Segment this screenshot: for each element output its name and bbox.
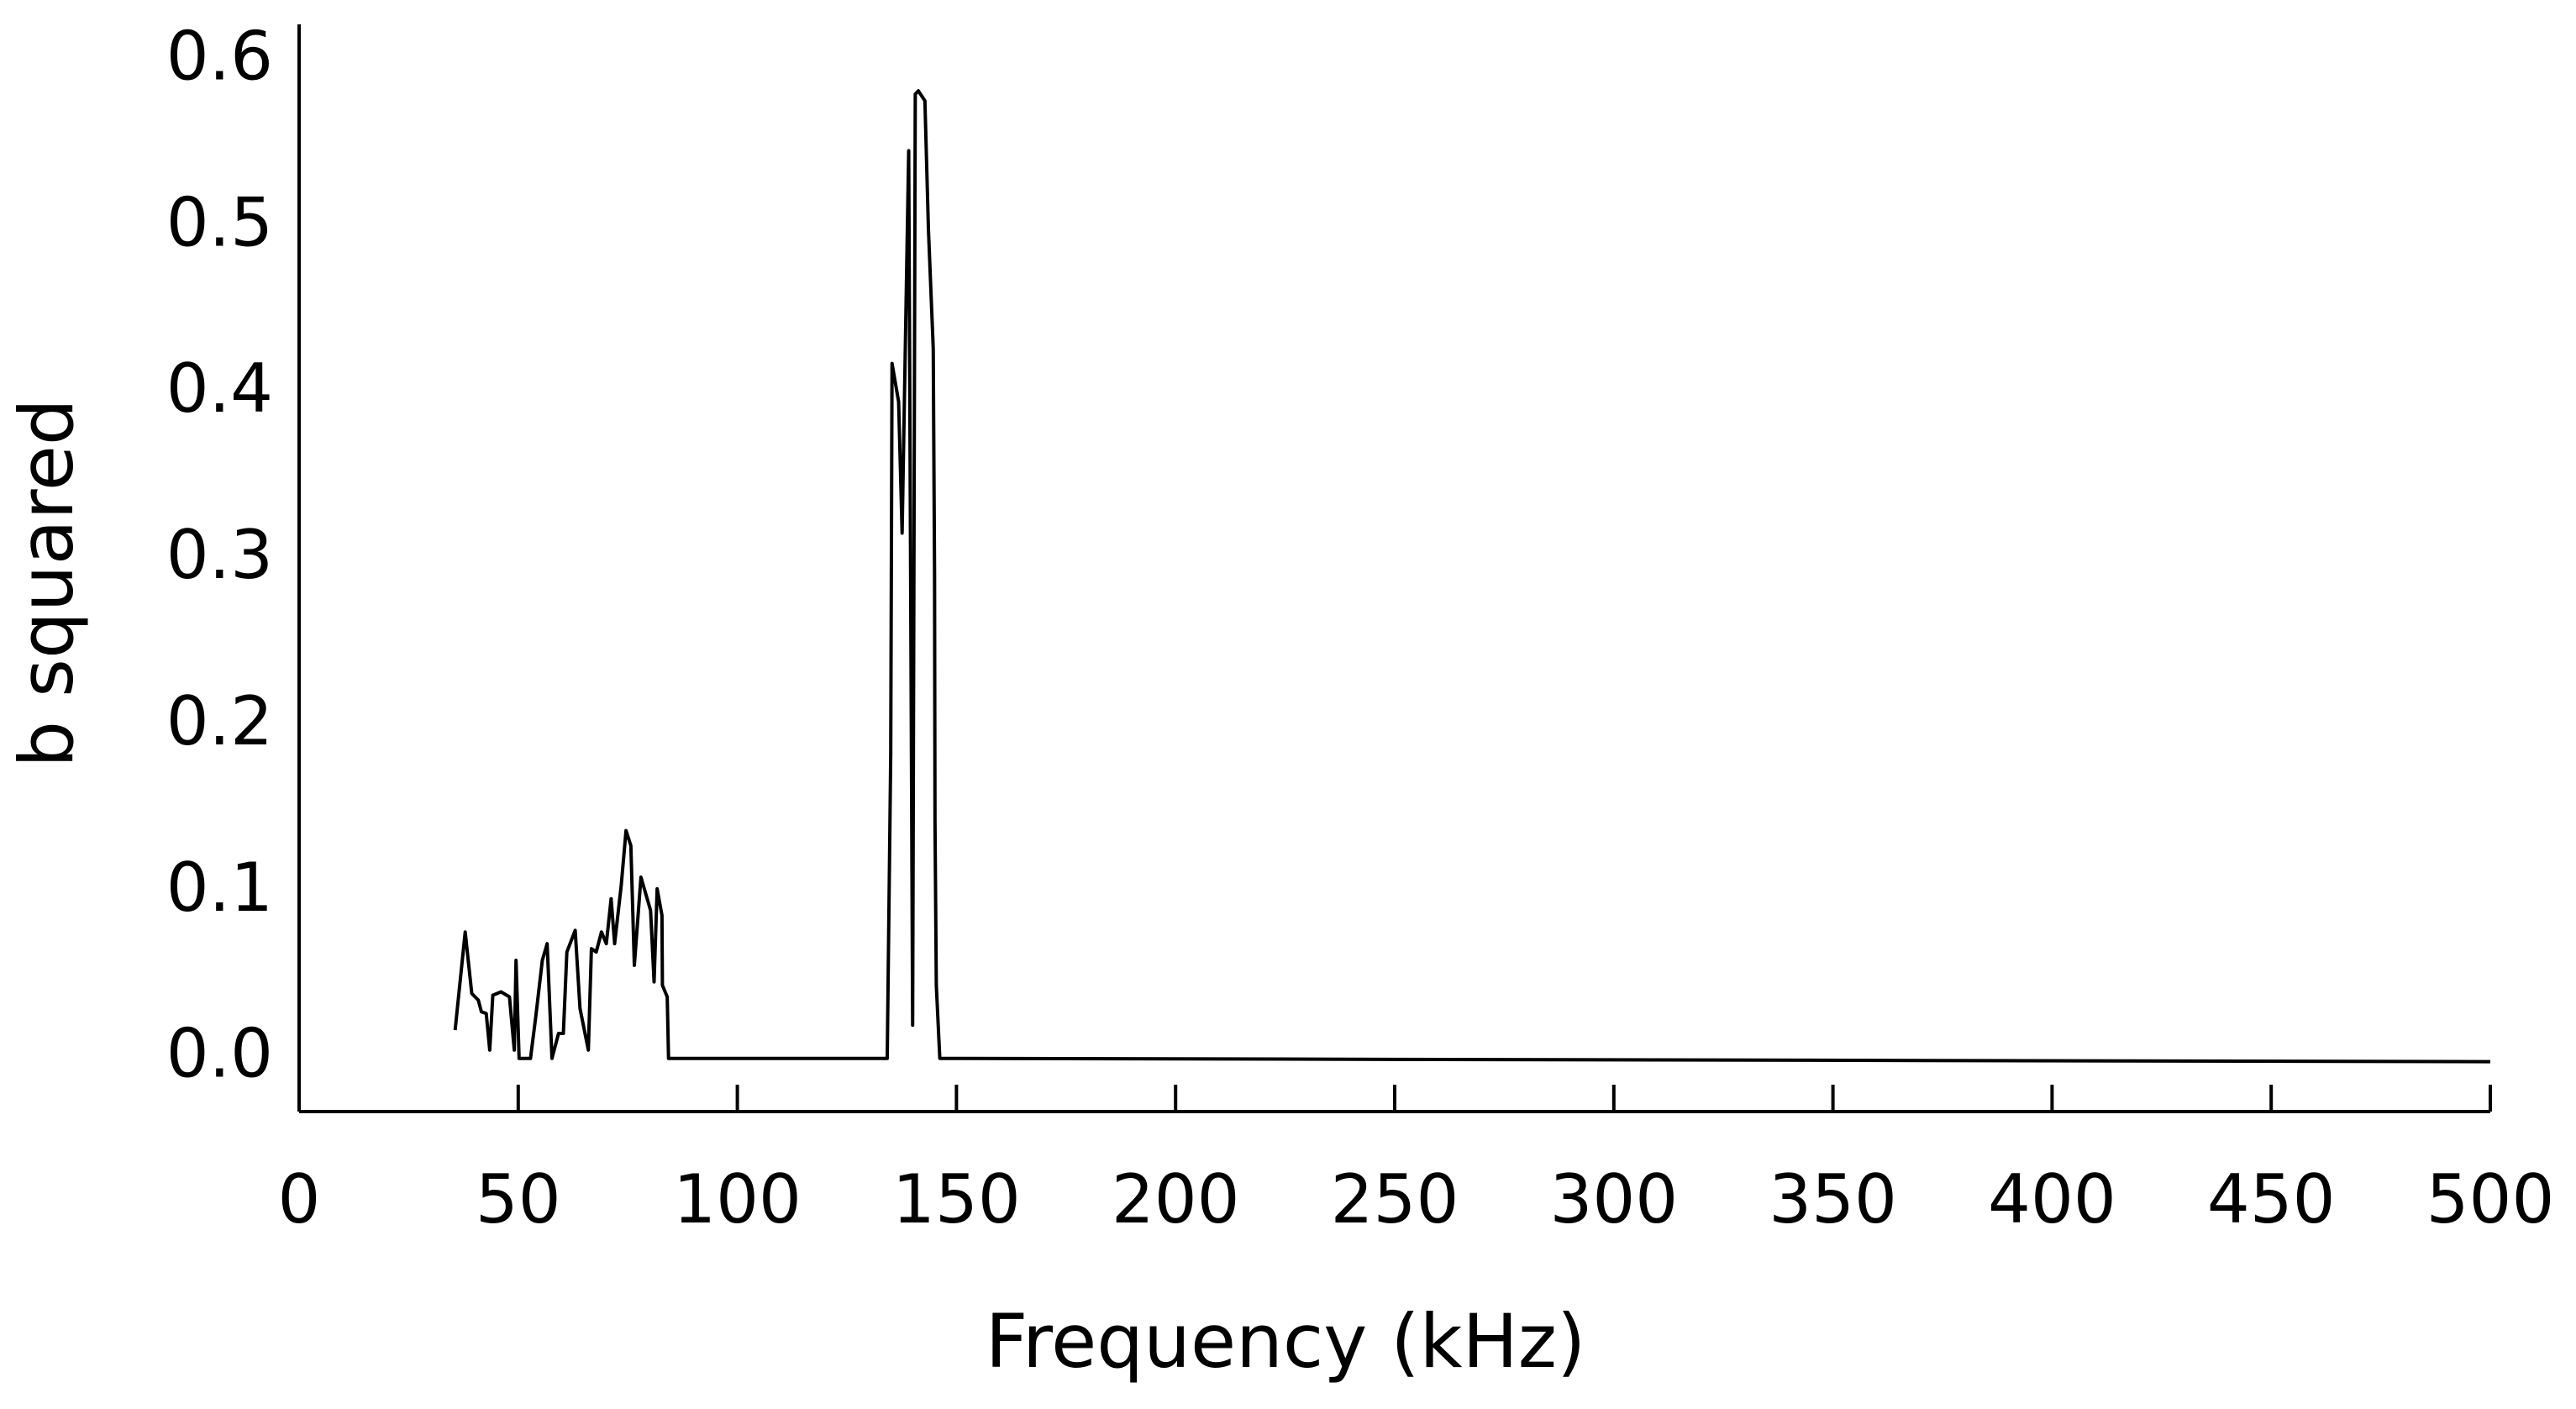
x-tick-label: 150	[892, 1160, 1021, 1238]
data-line	[453, 89, 2491, 1064]
x-tick-label: 300	[1549, 1160, 1678, 1238]
y-tick-label: 0.5	[166, 183, 273, 261]
x-tick-label: 500	[2426, 1160, 2555, 1238]
y-tick-label: 0.3	[166, 516, 273, 594]
x-tick-label: 0	[278, 1160, 321, 1238]
y-tick-label: 0.4	[166, 350, 273, 428]
x-tick-label: 100	[673, 1160, 802, 1238]
x-tick-label: 450	[2207, 1160, 2336, 1238]
x-tick-label: 400	[1988, 1160, 2116, 1238]
y-tick-label: 0.0	[166, 1015, 273, 1093]
y-tick-label: 0.2	[166, 682, 273, 760]
x-tick-label: 250	[1331, 1160, 1459, 1238]
y-tick-label: 0.1	[166, 849, 273, 927]
y-axis-label: b squared	[3, 398, 90, 767]
x-tick-label: 350	[1769, 1160, 1897, 1238]
y-tick-label: 0.6	[166, 17, 273, 95]
x-tick-label: 200	[1112, 1160, 1240, 1238]
x-axis-label: Frequency (kHz)	[986, 1298, 1586, 1385]
x-tick-label: 50	[476, 1160, 561, 1238]
